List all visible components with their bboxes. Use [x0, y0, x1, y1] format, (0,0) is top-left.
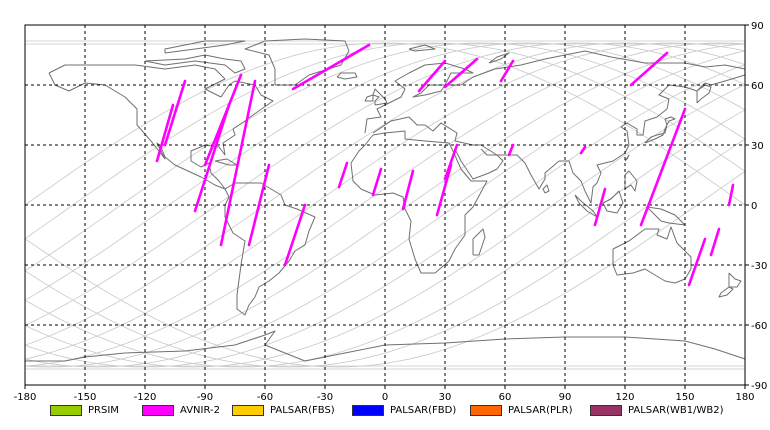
- x-tick-label: 30: [439, 392, 452, 400]
- legend-label-palsar-fbd: PALSAR(FBD): [390, 404, 457, 416]
- avnir2-segment: [639, 107, 687, 227]
- coastline: [364, 94, 374, 102]
- y-tick-label: -30: [751, 261, 767, 272]
- axis-labels: -180 -150 -120 -90 -60 -30 0 30 60 90 120 150 180 90 6…: [14, 21, 768, 403]
- coastline: [602, 190, 624, 214]
- legend-item-palsar-fbs: PALSAR(FBS): [232, 403, 335, 417]
- legend-label-avnir2: AVNIR-2: [180, 404, 220, 416]
- x-tick-label: -60: [257, 392, 273, 400]
- x-tick-label: -120: [134, 392, 157, 400]
- avnir2-segment: [417, 59, 447, 93]
- x-tick-label: 120: [615, 392, 634, 400]
- avnir2-segment: [579, 145, 587, 155]
- coastline: [372, 88, 388, 106]
- legend-swatch-avnir2: [142, 404, 174, 416]
- coastline: [644, 116, 676, 144]
- legend-label-palsar-wb: PALSAR(WB1/WB2): [628, 404, 724, 416]
- avnir2-segment: [443, 143, 459, 181]
- avnir2-segment: [709, 227, 721, 257]
- avnir2-segment: [163, 79, 187, 147]
- coastline: [144, 54, 246, 74]
- avnir2-segment: [401, 169, 415, 211]
- legend-item-palsar-plr: PALSAR(PLR): [470, 403, 572, 417]
- avnir2-segment: [337, 161, 349, 189]
- legend-swatch-palsar-fbd: [352, 404, 384, 416]
- avnir2-segment: [283, 203, 307, 267]
- legend-item-avnir2: AVNIR-2: [142, 403, 220, 417]
- avnir2-segment: [155, 103, 175, 163]
- coastline: [472, 228, 486, 256]
- coastline: [454, 148, 504, 180]
- coastline: [488, 52, 510, 64]
- coastline: [336, 72, 358, 80]
- coastline: [364, 50, 746, 134]
- y-tick-label: 90: [751, 21, 764, 32]
- x-tick-label: 90: [559, 392, 572, 400]
- x-tick-label: 180: [735, 392, 754, 400]
- coastline: [164, 40, 246, 54]
- coastline: [624, 154, 630, 162]
- coastline: [612, 226, 692, 284]
- coastline: [696, 84, 712, 104]
- coastline: [408, 44, 436, 52]
- coastline: [224, 182, 316, 316]
- graticule: [25, 25, 745, 385]
- legend-swatch-palsar-plr: [470, 404, 502, 416]
- y-tick-label: -60: [751, 321, 767, 332]
- x-tick-label: 0: [382, 392, 388, 400]
- avnir2-segment: [247, 163, 271, 247]
- x-tick-label: 60: [499, 392, 512, 400]
- coastline: [48, 64, 274, 190]
- avnir2-segment: [219, 79, 257, 247]
- avnir2-segment: [435, 163, 453, 217]
- avnir2-segment: [727, 183, 735, 207]
- observation-segments: [155, 43, 735, 287]
- coastline: [728, 272, 742, 288]
- sensor-legend: PRSIM AVNIR-2 PALSAR(FBS) PALSAR(FBD) PA…: [0, 400, 770, 420]
- avnir2-segment: [203, 73, 243, 167]
- x-tick-label: -30: [317, 392, 333, 400]
- coastline: [542, 184, 550, 194]
- y-tick-label: 60: [751, 81, 764, 92]
- x-tick-label: -90: [197, 392, 213, 400]
- y-tick-label: -90: [751, 381, 767, 392]
- legend-swatch-palsar-wb: [590, 404, 622, 416]
- coastline: [372, 74, 746, 204]
- avnir2-segment: [593, 187, 607, 227]
- coastline: [350, 130, 488, 274]
- orbit-track: [24, 138, 746, 368]
- legend-swatch-palsar-fbs: [232, 404, 264, 416]
- avnir2-segment: [443, 57, 479, 89]
- avnir2-segment: [507, 143, 515, 157]
- avnir2-segment: [499, 59, 515, 83]
- legend-item-palsar-fbd: PALSAR(FBD): [352, 403, 456, 417]
- avnir2-segment: [371, 167, 383, 197]
- avnir2-segment: [629, 51, 669, 87]
- legend-label-palsar-plr: PALSAR(PLR): [508, 404, 573, 416]
- coastline: [646, 206, 686, 226]
- avnir2-segment: [687, 237, 707, 287]
- legend-item-palsar-wb: PALSAR(WB1/WB2): [590, 403, 724, 417]
- avnir2-segment: [291, 43, 371, 91]
- y-tick-label: 0: [751, 201, 757, 212]
- coastline: [718, 286, 734, 298]
- x-tick-label: -150: [74, 392, 97, 400]
- legend-label-prism: PRSIM: [88, 404, 119, 416]
- y-tick-label: 30: [751, 141, 764, 152]
- legend-item-prism: PRSIM: [50, 403, 119, 417]
- world-coverage-map: -180 -150 -120 -90 -60 -30 0 30 60 90 120 150 180 90 6…: [14, 21, 768, 403]
- x-tick-label: -180: [14, 392, 37, 400]
- legend-swatch-prism: [50, 404, 82, 416]
- x-tick-label: 150: [675, 392, 694, 400]
- legend-label-palsar-fbs: PALSAR(FBS): [270, 404, 335, 416]
